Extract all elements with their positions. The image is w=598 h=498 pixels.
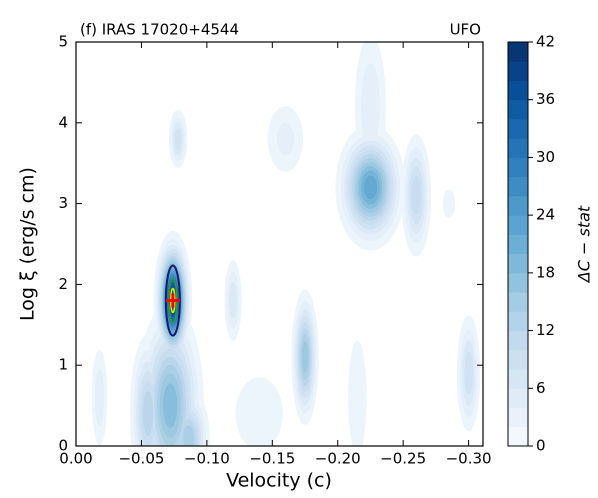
contour-level xyxy=(464,351,473,395)
best-fit-marker xyxy=(165,293,180,308)
colorbar-band xyxy=(508,61,528,81)
colorbar-tick-label: 24 xyxy=(536,206,555,224)
colorbar-band xyxy=(508,215,528,235)
plot-frame xyxy=(75,41,484,447)
x-tick-label: −0.05 xyxy=(118,450,164,468)
x-tick-label: −0.10 xyxy=(184,450,230,468)
contour-level xyxy=(348,340,367,446)
colorbar-frame xyxy=(507,41,529,447)
colorbar-band xyxy=(508,388,528,409)
colorbar-band xyxy=(508,195,528,216)
colorbar-tick-label: 12 xyxy=(536,321,555,339)
colorbar-band xyxy=(508,99,528,120)
contour-level xyxy=(229,282,238,319)
x-axis-label: Velocity (c) xyxy=(226,470,332,492)
contour-level xyxy=(142,391,154,437)
colorbar-band xyxy=(508,407,528,428)
contour-level xyxy=(94,368,105,427)
colorbar-band xyxy=(508,272,528,293)
x-tick-label: −0.15 xyxy=(249,450,295,468)
colorbar-tick-label: 36 xyxy=(536,90,555,108)
colorbar-band xyxy=(508,253,528,274)
chart-subtitle: UFO xyxy=(450,21,481,39)
contour-level xyxy=(174,128,182,150)
contour-level xyxy=(183,425,194,446)
contour-level xyxy=(361,62,380,151)
contour-level xyxy=(363,175,378,200)
colorbar-band xyxy=(508,234,528,255)
colorbar-band xyxy=(508,42,528,62)
contour-level xyxy=(411,176,421,216)
y-axis-label: Log ξ (erg/s cm) xyxy=(17,167,39,321)
colorbar-tick-label: 6 xyxy=(536,379,546,397)
x-tick-label: −0.25 xyxy=(380,450,426,468)
contour-level xyxy=(442,189,456,218)
colorbar-band xyxy=(508,176,528,197)
colorbar-tick-label: 30 xyxy=(536,148,555,166)
colorbar-band xyxy=(508,426,528,447)
contour-level xyxy=(163,383,178,428)
y-tick-label: 1 xyxy=(58,356,68,374)
x-tick-label: 0.00 xyxy=(59,450,92,468)
colorbar-band xyxy=(508,292,528,312)
contours xyxy=(91,42,481,446)
contour-level xyxy=(235,377,283,446)
colorbar-band xyxy=(508,349,528,370)
colorbar-band xyxy=(508,118,528,139)
y-tick-label: 4 xyxy=(58,113,68,131)
colorbar-band xyxy=(508,80,528,101)
colorbar-band xyxy=(508,369,528,389)
colorbar-band xyxy=(508,330,528,351)
colorbar-band xyxy=(508,157,528,178)
y-tick-label: 2 xyxy=(58,275,68,293)
colorbar-tick-label: 42 xyxy=(536,33,555,51)
y-tick-label: 0 xyxy=(58,437,68,455)
colorbar-band xyxy=(508,138,528,158)
colorbar-tick-label: 0 xyxy=(536,437,546,455)
contour-level xyxy=(301,341,309,373)
colorbar-band xyxy=(508,311,528,332)
x-tick-label: −0.30 xyxy=(446,450,492,468)
contour-level xyxy=(276,122,295,156)
colorbar-tick-label: 18 xyxy=(536,263,555,281)
x-tick-label: −0.20 xyxy=(315,450,361,468)
colorbar-label: ΔC − stat xyxy=(575,205,594,284)
y-tick-label: 5 xyxy=(58,33,68,51)
y-tick-label: 3 xyxy=(58,194,68,212)
chart-title: (f) IRAS 17020+4544 xyxy=(80,21,239,39)
